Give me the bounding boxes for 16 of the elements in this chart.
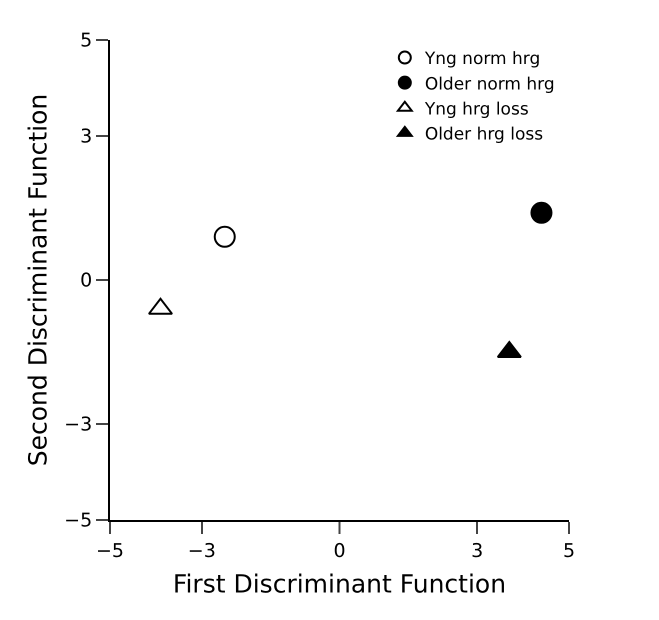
y-tick-label: −3	[64, 414, 92, 436]
legend-label: Yng hrg loss	[424, 99, 529, 120]
x-axis-title: First Discriminant Function	[172, 569, 506, 598]
legend-label: Yng norm hrg	[424, 49, 540, 70]
x-tick-label: 3	[471, 540, 484, 562]
y-axis-title: Second Discriminant Function	[23, 94, 52, 466]
x-tick-label: 0	[333, 540, 346, 562]
x-tick-label: −5	[96, 540, 124, 562]
x-tick-label: −3	[188, 540, 216, 562]
x-tick-label: 5	[562, 540, 576, 562]
y-tick-label: 3	[80, 126, 92, 148]
y-tick-label: −5	[64, 510, 92, 532]
y-tick-label: 0	[80, 270, 92, 292]
y-tick-label: 5	[80, 30, 92, 52]
legend-label: Older norm hrg	[424, 74, 555, 94]
legend-label: Older hrg loss	[424, 124, 544, 144]
